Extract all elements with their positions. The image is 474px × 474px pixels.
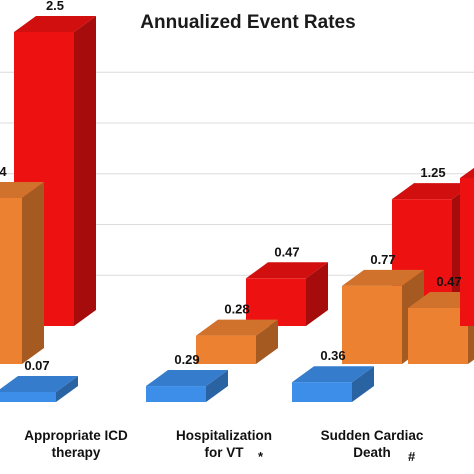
bar-top (246, 262, 328, 279)
bar-side (256, 319, 278, 364)
bar-front (196, 335, 256, 364)
bar-top (196, 319, 278, 336)
bar-top (292, 366, 374, 383)
data-label: 4 (0, 164, 7, 179)
bar-top (0, 376, 78, 392)
bar-front (146, 386, 206, 402)
category-labels: Appropriate ICD therapy Hospitalization for… (24, 428, 424, 464)
category-label: Death (353, 445, 391, 460)
category-label: Sudden Cardiac (321, 428, 424, 443)
bar-front (0, 198, 22, 364)
data-label: 0.36 (320, 348, 345, 363)
extra-bar-0 (408, 292, 474, 364)
bar-front (246, 278, 306, 326)
bar-2-1 (246, 262, 328, 326)
bar-0-2 (292, 366, 374, 402)
bar-1-1 (196, 319, 278, 364)
bar-0-0 (0, 376, 78, 402)
data-label: 0.28 (224, 302, 249, 317)
data-label: 1.25 (420, 165, 445, 180)
data-label: 2.5 (46, 0, 64, 13)
bar-top (408, 292, 474, 308)
data-label: 0.29 (174, 352, 199, 367)
bar-top (146, 370, 228, 387)
bar-front (408, 308, 468, 364)
category-label: for VT (205, 445, 245, 460)
bar-top (460, 167, 474, 178)
data-label: 0.77 (370, 252, 395, 267)
bar-side (206, 370, 228, 402)
bar-top (0, 182, 44, 198)
data-labels: 2.5 0.47 1.25 4 0.28 0.77 0.07 0.29 0.36 0.47 (0, 0, 462, 373)
bar-1-0 (0, 182, 44, 364)
category-mark: * (258, 449, 264, 464)
extra-bar-1 (460, 167, 474, 326)
bar-0-1 (146, 370, 228, 402)
bar-top (392, 183, 474, 200)
data-label: 0.47 (436, 274, 461, 289)
bar-front (342, 285, 402, 364)
bars (0, 16, 474, 402)
bar-front (292, 382, 352, 402)
bar-side (56, 376, 78, 402)
bar-top (342, 269, 424, 286)
category-label: Appropriate ICD (24, 428, 128, 443)
bar-side (22, 182, 44, 364)
bar-side (74, 16, 96, 326)
category-label: Hospitalization (176, 428, 272, 443)
bar-front (460, 178, 474, 326)
bar-side (352, 366, 374, 402)
bar-side (306, 262, 328, 326)
chart-title: Annualized Event Rates (140, 12, 355, 33)
category-mark: # (408, 449, 416, 464)
data-label: 0.07 (24, 358, 49, 373)
data-label: 0.47 (274, 244, 299, 259)
bar-front (0, 392, 56, 402)
bar-top (14, 16, 96, 32)
category-label: therapy (52, 445, 101, 460)
